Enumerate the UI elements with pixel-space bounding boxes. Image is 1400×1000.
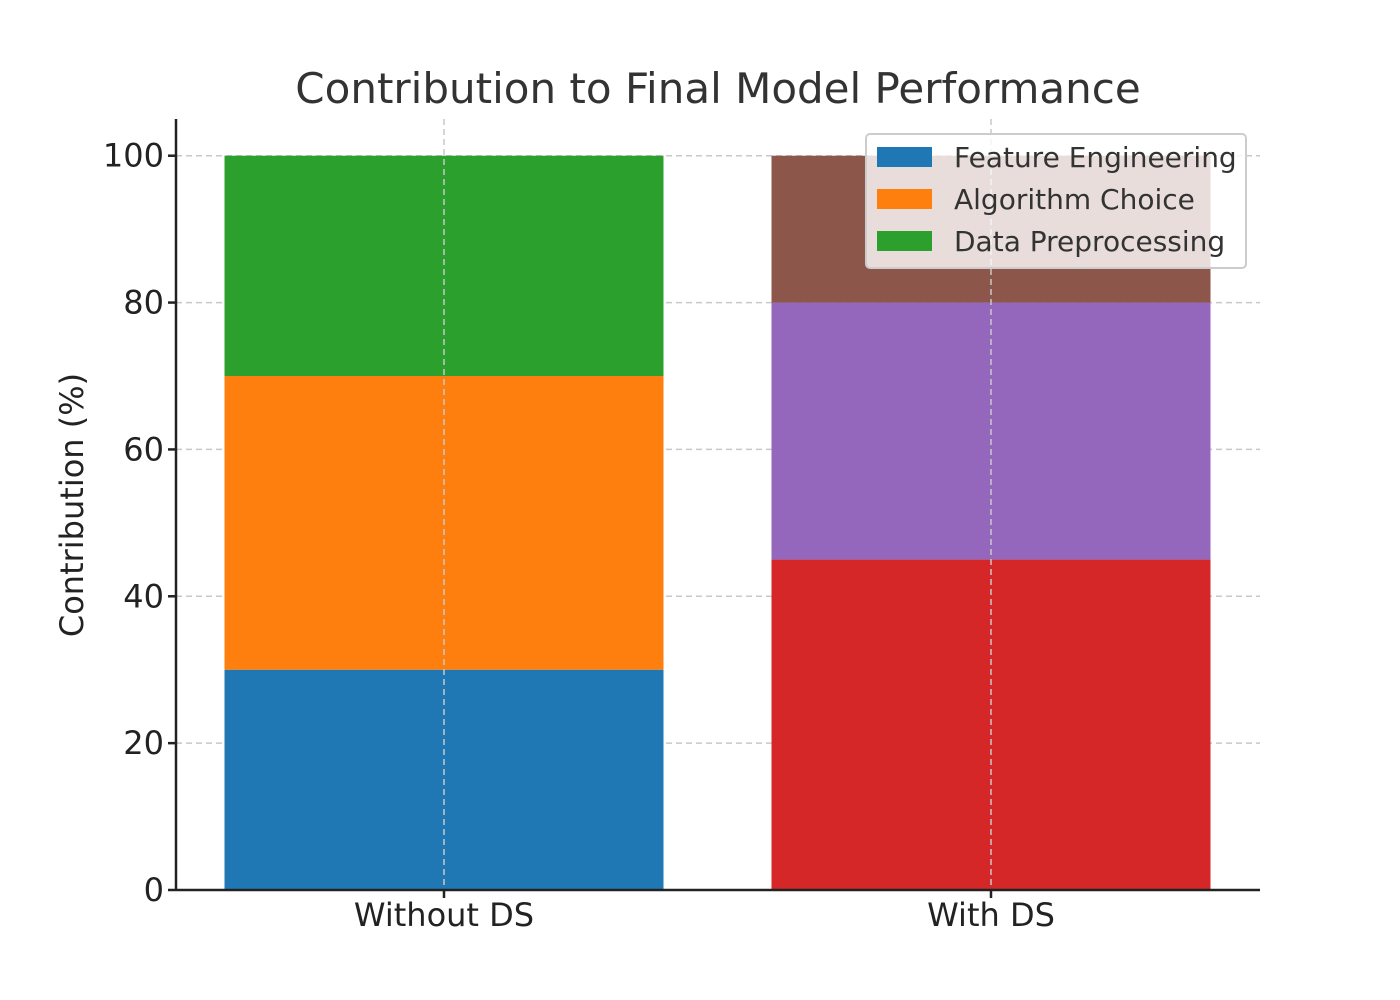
chart-title: Contribution to Final Model Performance [295, 64, 1140, 113]
legend-label: Data Preprocessing [954, 225, 1225, 258]
y-tick-label: 40 [123, 577, 164, 615]
y-tick-label: 80 [123, 284, 164, 322]
legend: Feature Engineering Algorithm Choice Data … [865, 133, 1247, 269]
bar-segments [224, 155, 1211, 890]
y-tick-label: 100 [103, 137, 164, 175]
y-tick-label: 20 [123, 724, 164, 762]
legend-swatch [877, 147, 932, 167]
y-tick-labels: 0 20 40 60 80 100 [103, 137, 176, 909]
y-axis-label: Contribution (%) [53, 373, 91, 637]
legend-swatch [877, 231, 932, 251]
x-tick-label: With DS [927, 896, 1055, 934]
legend-swatch [877, 189, 932, 209]
y-tick-label: 0 [144, 871, 164, 909]
vertical-grid-lines [443, 119, 992, 890]
legend-box [865, 133, 1247, 269]
legend-label: Algorithm Choice [954, 183, 1195, 216]
legend-label: Feature Engineering [954, 141, 1237, 174]
x-tick-label: Without DS [354, 896, 534, 934]
y-tick-label: 60 [123, 430, 164, 468]
axes [174, 119, 1260, 892]
x-tick-labels: Without DS With DS [354, 890, 1055, 934]
